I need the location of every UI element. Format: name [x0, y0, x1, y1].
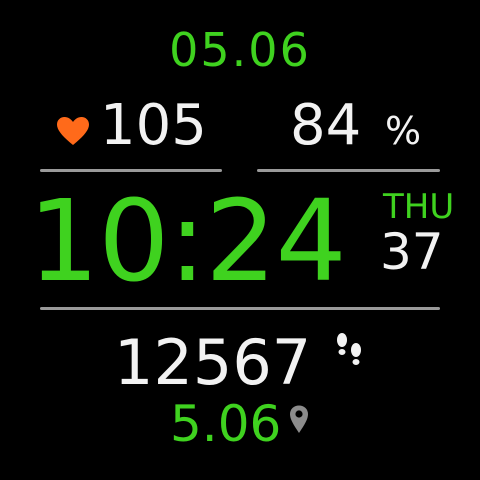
- distance-value: 5.06: [170, 395, 282, 453]
- week-number: 37: [380, 223, 444, 281]
- date-display: 05.06: [169, 23, 311, 77]
- battery-unit: %: [385, 109, 422, 153]
- divider-top-left: [40, 169, 222, 172]
- footsteps-icon: [337, 333, 361, 365]
- divider-bottom: [40, 307, 440, 310]
- weekday-label: THU: [383, 187, 455, 227]
- divider-top-right: [257, 169, 440, 172]
- heart-rate-value: 105: [100, 93, 207, 158]
- time-display: 10:24: [28, 177, 347, 307]
- step-count: 12567: [114, 326, 312, 399]
- battery-value: 84: [290, 93, 362, 158]
- location-pin-icon: [290, 405, 308, 433]
- heart-icon: [57, 117, 89, 145]
